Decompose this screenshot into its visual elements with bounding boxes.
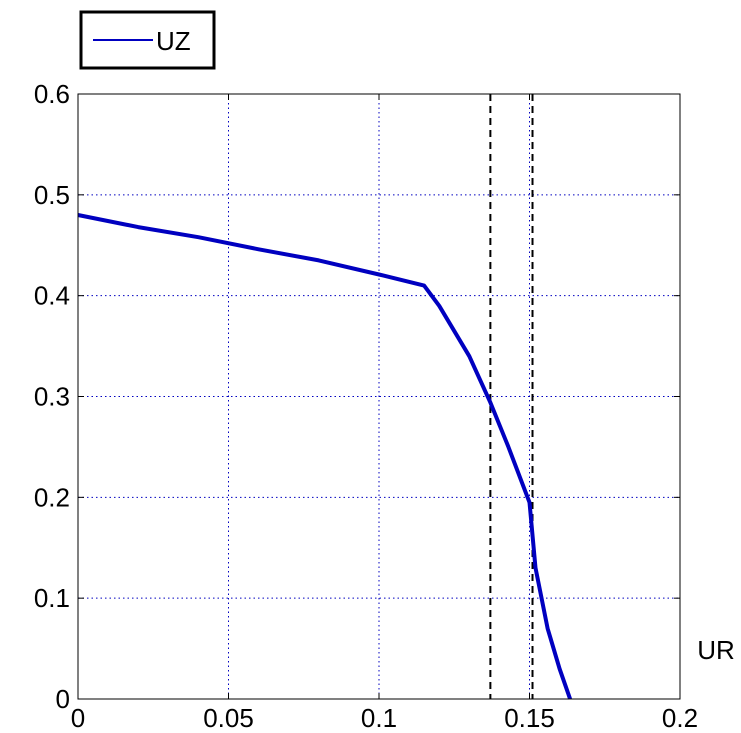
y-tick-label: 0.6 (34, 79, 70, 109)
y-tick-label: 0.2 (34, 482, 70, 512)
y-tick-label: 0 (56, 684, 70, 714)
series-layer (77, 213, 572, 700)
x-tick-label: 0.05 (203, 703, 254, 733)
x-axis-title: UR (697, 635, 735, 665)
y-tick-label: 0.3 (34, 382, 70, 412)
x-tick-label: 0.2 (662, 703, 698, 733)
y-tick-label: 0.5 (34, 180, 70, 210)
series-line-uz (77, 213, 572, 700)
y-tick-labels: 0 0.1 0.2 0.3 0.4 0.5 0.6 (34, 79, 70, 714)
legend: UZ (79, 10, 216, 70)
grid-layer (78, 94, 680, 699)
tick-marks (77, 93, 681, 700)
x-tick-label: 0 (71, 703, 85, 733)
y-tick-label: 0.1 (34, 583, 70, 613)
x-tick-labels: 0 0.05 0.1 0.15 0.2 (71, 703, 698, 733)
x-tick-label: 0.1 (361, 703, 397, 733)
reference-lines (489, 94, 534, 699)
y-tick-label: 0.4 (34, 281, 70, 311)
legend-label-uz: UZ (156, 26, 191, 56)
x-tick-label: 0.15 (504, 703, 555, 733)
